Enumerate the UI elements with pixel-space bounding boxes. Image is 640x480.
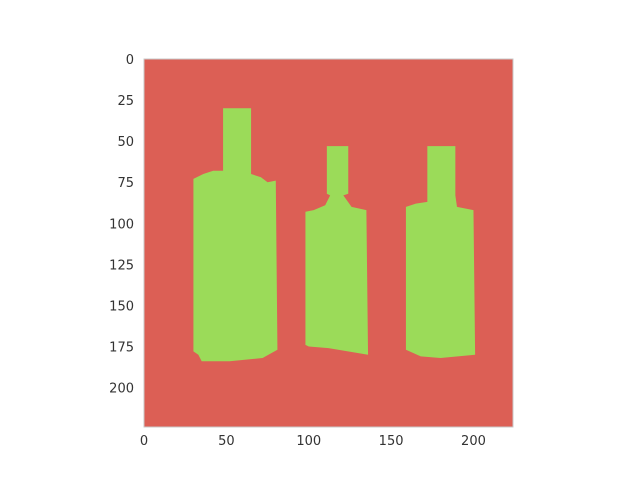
x-tick-label: 150 — [379, 434, 404, 449]
y-tick-label: 25 — [117, 94, 134, 109]
y-tick-label: 50 — [117, 135, 134, 150]
x-axis-ticks: 0 50 100 150 200 — [140, 434, 486, 449]
x-tick-label: 100 — [296, 434, 321, 449]
plot-frame — [143, 58, 514, 428]
y-tick-label: 150 — [109, 299, 134, 314]
y-axis-ticks: 0 25 50 75 100 125 150 175 200 — [109, 53, 134, 397]
plot-area — [143, 58, 514, 428]
mask-layer — [193, 108, 476, 362]
y-tick-label: 75 — [117, 176, 134, 191]
mask-region-2 — [305, 146, 369, 355]
y-tick-label: 200 — [109, 382, 134, 397]
y-tick-label: 175 — [109, 341, 134, 356]
x-tick-label: 200 — [461, 434, 486, 449]
y-tick-label: 0 — [126, 53, 134, 68]
x-tick-label: 0 — [140, 434, 148, 449]
mask-region-3 — [405, 146, 476, 358]
mask-region-1 — [193, 108, 278, 362]
y-tick-label: 100 — [109, 217, 134, 232]
x-tick-label: 50 — [218, 434, 235, 449]
y-tick-label: 125 — [109, 258, 134, 273]
